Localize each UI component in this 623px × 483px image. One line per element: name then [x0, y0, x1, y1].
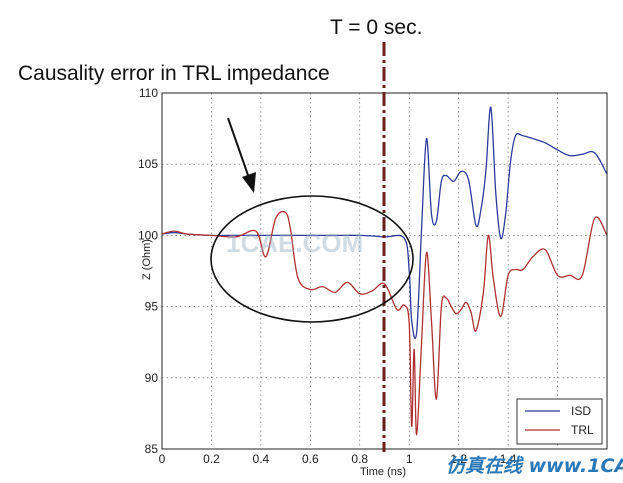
series-lines [161, 106, 608, 436]
watermark-main: 1CAE.COM [226, 228, 363, 258]
series-line-trl [161, 210, 608, 436]
y-tick-label: 90 [145, 371, 159, 385]
legend-isd-label: ISD [571, 404, 591, 418]
arrow-shaft [227, 117, 250, 179]
y-tick-label: 110 [139, 86, 158, 100]
x-tick-label: 0 [159, 452, 166, 466]
causality-annotation: Causality error in TRL impedance [18, 62, 330, 85]
x-tick-label: 1.4 [500, 452, 517, 466]
x-axis-label: Time (ns) [360, 466, 406, 478]
legend-trl-label: TRL [571, 423, 594, 437]
series-line-isd [161, 106, 608, 340]
arrow-head [242, 172, 256, 193]
y-tick-label: 95 [145, 300, 159, 314]
y-tick-labels: 85 90 95 100 105 110 [138, 86, 158, 456]
causality-ellipse [210, 195, 414, 323]
x-tick-label: 0.4 [253, 452, 270, 466]
x-tick-label: 0.8 [351, 452, 368, 466]
watermark-corner: 仿真在线 www.1CAE.com [446, 455, 623, 477]
x-tick-label: 1 [406, 452, 413, 466]
x-tick-label: 0.6 [302, 452, 319, 466]
legend: ISD TRL [516, 398, 603, 445]
y-tick-label: 100 [138, 228, 158, 242]
y-axis-label: Z (Ohm) [141, 239, 153, 280]
t-zero-annotation: T = 0 sec. [330, 16, 422, 39]
x-tick-labels: 0 0.2 0.4 0.6 0.8 1 1.2 1.4 [159, 452, 517, 466]
legend-box [516, 398, 603, 445]
y-tick-label: 85 [145, 442, 159, 456]
y-tick-label: 105 [138, 157, 158, 171]
grid-lines [162, 93, 607, 449]
x-tick-label: 1.2 [450, 452, 467, 466]
x-tick-label: 0.2 [203, 452, 220, 466]
